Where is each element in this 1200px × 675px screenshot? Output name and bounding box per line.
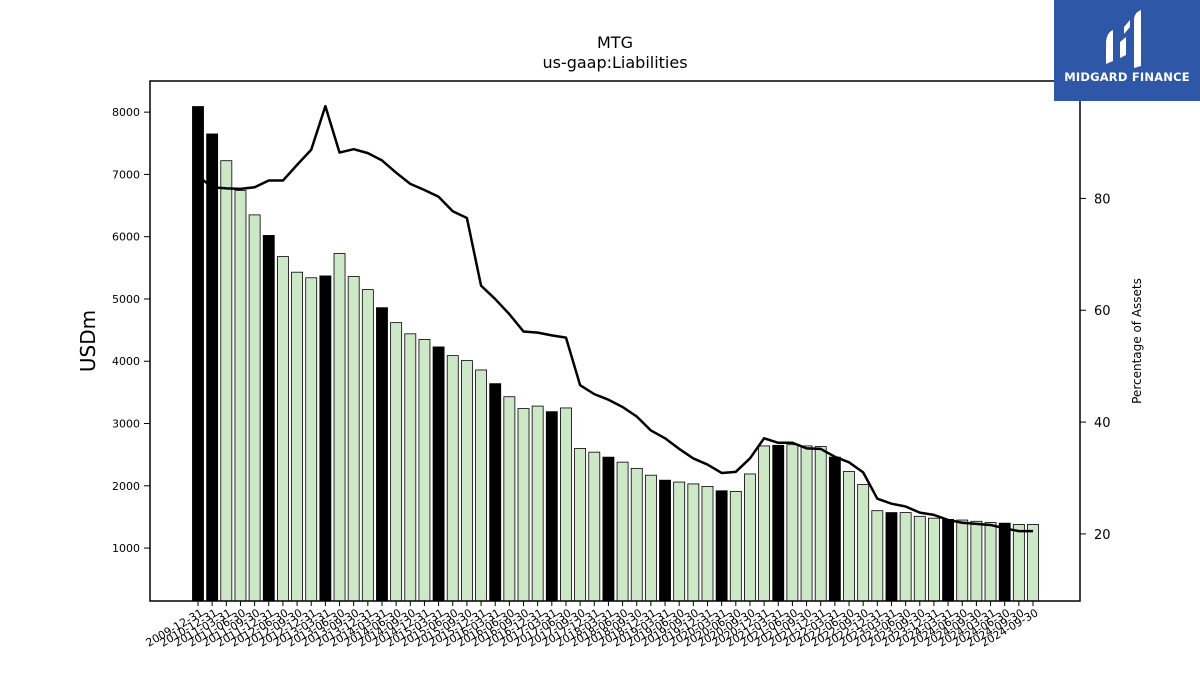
bar-2024-06-30 (1012, 524, 1025, 602)
midgard-finance-logo: MIDGARD FINANCE (1054, 0, 1200, 101)
bar-2024-09-30 (1027, 524, 1039, 602)
bar-2023-12-31 (984, 522, 997, 602)
bar-2013-03-31 (376, 307, 388, 602)
bar-2017-03-31 (602, 456, 615, 602)
bar-2021-03-31 (828, 456, 841, 602)
bar-2017-09-30 (630, 467, 643, 602)
bar-2024-03-31 (998, 522, 1011, 602)
bar-2019-12-31 (758, 445, 771, 602)
y-axis-right: 20 40 60 80 (1080, 192, 1111, 543)
bar-2020-09-30 (800, 445, 813, 602)
bar-2012-12-31 (361, 289, 374, 602)
bar-2019-03-31 (715, 490, 728, 602)
bar-2012-06-30 (333, 253, 346, 602)
plot-frame (149, 80, 1081, 602)
bar-2021-12-31 (871, 510, 884, 602)
bar-2015-06-30 (503, 396, 516, 602)
y-tick-label: 7000 (112, 168, 140, 181)
bar-2011-06-30 (276, 256, 289, 602)
bar-2020-12-31 (814, 446, 827, 602)
y-tick-label: 1000 (112, 542, 140, 555)
bar-2009-12-31 (192, 106, 204, 602)
bar-2014-06-30 (446, 355, 459, 602)
y-axis-left: 1000 2000 3000 4000 5000 6000 7000 8000 (112, 106, 150, 555)
bar-2016-03-31 (545, 411, 558, 602)
bar-2018-06-30 (673, 481, 686, 602)
bar-2011-03-31 (262, 235, 275, 602)
bar-2010-09-30 (234, 190, 247, 602)
y2-tick-label: 80 (1094, 192, 1111, 207)
bar-2014-12-31 (475, 369, 487, 602)
y-tick-label: 4000 (112, 355, 140, 368)
bar-2012-09-30 (347, 276, 360, 602)
y2-tick-label: 20 (1094, 528, 1111, 543)
bar-2021-09-30 (857, 484, 870, 602)
bar-2013-06-30 (390, 322, 403, 602)
bar-2010-03-31 (206, 133, 219, 602)
y-tick-label: 2000 (112, 480, 140, 493)
bar-2023-09-30 (970, 520, 983, 602)
bar-2013-09-30 (404, 333, 417, 602)
bar-2017-12-31 (644, 474, 657, 602)
bar-2022-03-31 (885, 512, 898, 602)
y-tick-label: 3000 (112, 418, 140, 431)
bar-2011-09-30 (291, 271, 303, 602)
bar-2020-03-31 (772, 444, 785, 602)
y2-tick-label: 40 (1094, 416, 1111, 431)
bar-2022-12-31 (928, 517, 940, 602)
logo-mark-icon (1106, 10, 1141, 68)
bar-series (192, 106, 1039, 602)
percentage-line (197, 104, 1033, 533)
bar-2019-06-30 (729, 490, 742, 602)
chart-subtitle: us-gaap:Liabilities (542, 53, 687, 72)
bar-2018-12-31 (701, 486, 714, 602)
bar-2020-06-30 (786, 444, 799, 602)
bar-2019-09-30 (744, 473, 756, 602)
logo-text: MIDGARD FINANCE (1064, 70, 1190, 84)
bar-2010-12-31 (248, 214, 261, 602)
bar-2023-03-31 (942, 519, 955, 602)
x-axis: 2009-12-312010-12-312011-03-312011-06-30… (144, 601, 1041, 650)
bar-2014-09-30 (460, 360, 473, 602)
bar-2022-06-30 (899, 512, 912, 602)
bar-2016-09-30 (574, 448, 587, 602)
bar-2012-03-31 (319, 275, 332, 602)
y-axis-label: USDm (76, 310, 100, 372)
bar-2017-06-30 (616, 461, 629, 602)
bar-2022-09-30 (913, 515, 926, 602)
bar-2015-12-31 (531, 405, 544, 602)
bar-2014-03-31 (432, 346, 445, 602)
chart-title: MTG (597, 33, 633, 52)
bar-2010-06-30 (220, 160, 233, 602)
y-tick-label: 6000 (112, 231, 140, 244)
bar-2016-06-30 (560, 407, 572, 602)
bar-2023-06-30 (956, 519, 969, 602)
bar-2013-12-31 (418, 339, 431, 602)
y-tick-label: 5000 (112, 293, 140, 306)
bar-2011-12-31 (305, 277, 318, 602)
y2-axis-label: Percentage of Assets (1130, 278, 1144, 404)
bar-2015-09-30 (517, 408, 530, 602)
y2-tick-label: 60 (1094, 304, 1111, 319)
bar-2018-09-30 (687, 483, 700, 602)
bar-2018-03-31 (659, 479, 671, 602)
bar-2016-12-31 (588, 451, 601, 602)
bar-2021-06-30 (843, 471, 855, 602)
y-tick-label: 8000 (112, 106, 140, 119)
bar-2015-03-31 (489, 383, 502, 602)
